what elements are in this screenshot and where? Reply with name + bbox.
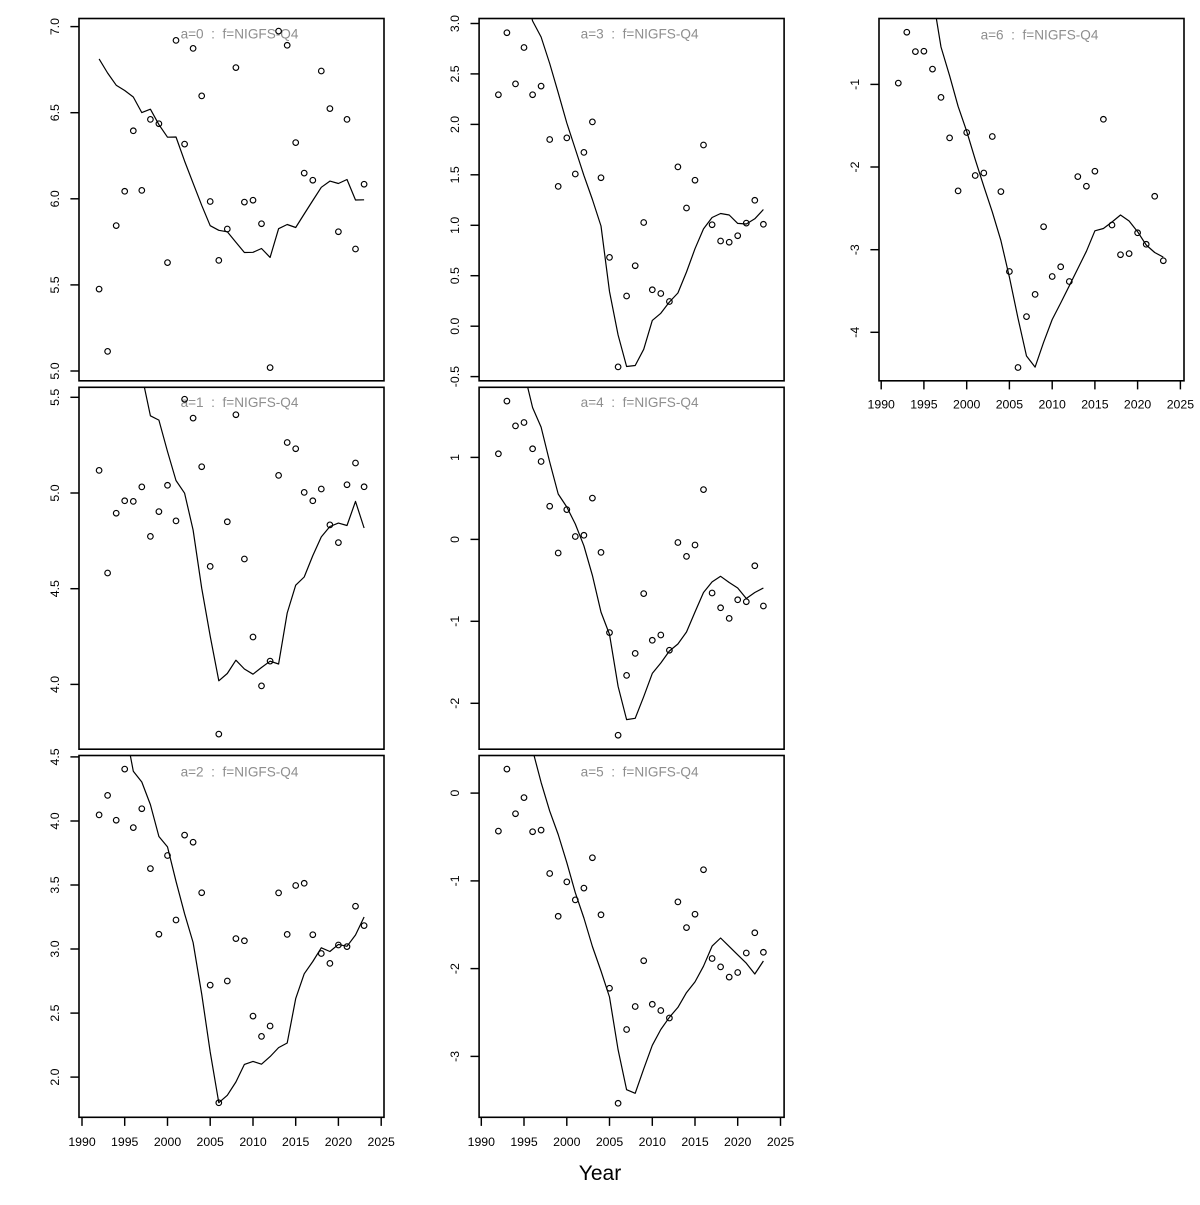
svg-text:1995: 1995 — [510, 1135, 538, 1149]
svg-text:0: 0 — [448, 536, 462, 543]
svg-text:6.5: 6.5 — [48, 104, 62, 121]
svg-text:2010: 2010 — [1039, 398, 1067, 412]
svg-text:-2: -2 — [448, 963, 462, 974]
svg-text:5.0: 5.0 — [48, 484, 62, 501]
svg-text:4.0: 4.0 — [48, 812, 62, 829]
svg-text:2000: 2000 — [953, 398, 981, 412]
svg-text:1995: 1995 — [111, 1135, 139, 1149]
svg-text:2020: 2020 — [1124, 398, 1152, 412]
svg-text:a=3 : f=NIGFS-Q4: a=3 : f=NIGFS-Q4 — [581, 26, 699, 41]
svg-text:2000: 2000 — [154, 1135, 182, 1149]
svg-text:a=2 : f=NIGFS-Q4: a=2 : f=NIGFS-Q4 — [181, 764, 299, 779]
svg-text:3.0: 3.0 — [448, 15, 462, 32]
svg-text:1990: 1990 — [468, 1135, 496, 1149]
svg-text:4.5: 4.5 — [48, 748, 62, 765]
svg-text:-2: -2 — [448, 698, 462, 709]
svg-text:a=5 : f=NIGFS-Q4: a=5 : f=NIGFS-Q4 — [581, 764, 699, 779]
svg-text:2015: 2015 — [1081, 398, 1109, 412]
svg-text:1990: 1990 — [868, 398, 896, 412]
svg-text:4.5: 4.5 — [48, 580, 62, 597]
svg-text:-1: -1 — [448, 616, 462, 627]
svg-text:1990: 1990 — [68, 1135, 96, 1149]
svg-text:7.0: 7.0 — [48, 18, 62, 35]
svg-text:2.0: 2.0 — [448, 116, 462, 133]
svg-text:-4: -4 — [848, 327, 862, 338]
svg-text:0.0: 0.0 — [448, 317, 462, 334]
svg-text:-1: -1 — [448, 875, 462, 886]
svg-text:4.0: 4.0 — [48, 676, 62, 693]
svg-text:5.5: 5.5 — [48, 276, 62, 293]
svg-text:2005: 2005 — [596, 1135, 624, 1149]
svg-text:a=6 : f=NIGFS-Q4: a=6 : f=NIGFS-Q4 — [981, 27, 1099, 42]
svg-text:-3: -3 — [448, 1051, 462, 1062]
svg-text:5.0: 5.0 — [48, 362, 62, 379]
svg-text:2010: 2010 — [239, 1135, 267, 1149]
svg-text:2010: 2010 — [639, 1135, 667, 1149]
svg-text:1.5: 1.5 — [448, 166, 462, 183]
svg-text:2020: 2020 — [325, 1135, 353, 1149]
svg-text:0: 0 — [448, 790, 462, 797]
svg-text:2015: 2015 — [282, 1135, 310, 1149]
svg-text:1: 1 — [448, 454, 462, 461]
svg-text:0.5: 0.5 — [448, 267, 462, 284]
svg-text:a=0 : f=NIGFS-Q4: a=0 : f=NIGFS-Q4 — [181, 26, 299, 41]
svg-text:1.0: 1.0 — [448, 217, 462, 234]
svg-text:2.5: 2.5 — [448, 65, 462, 82]
svg-text:-0.5: -0.5 — [448, 366, 462, 387]
svg-text:2.5: 2.5 — [48, 1004, 62, 1021]
svg-text:3.0: 3.0 — [48, 940, 62, 957]
svg-text:2015: 2015 — [681, 1135, 709, 1149]
svg-text:2000: 2000 — [553, 1135, 581, 1149]
svg-text:-3: -3 — [848, 244, 862, 255]
svg-text:2005: 2005 — [996, 398, 1024, 412]
svg-text:2005: 2005 — [197, 1135, 225, 1149]
svg-text:a=4 : f=NIGFS-Q4: a=4 : f=NIGFS-Q4 — [581, 395, 699, 410]
svg-text:2025: 2025 — [368, 1135, 396, 1149]
svg-text:Year: Year — [579, 1162, 621, 1185]
svg-text:2.0: 2.0 — [48, 1068, 62, 1085]
svg-text:3.5: 3.5 — [48, 876, 62, 893]
svg-text:2020: 2020 — [724, 1135, 752, 1149]
svg-text:6.0: 6.0 — [48, 190, 62, 207]
svg-text:5.5: 5.5 — [48, 389, 62, 406]
svg-text:1995: 1995 — [910, 398, 938, 412]
svg-text:a=1 : f=NIGFS-Q4: a=1 : f=NIGFS-Q4 — [181, 395, 299, 410]
svg-text:-1: -1 — [848, 79, 862, 90]
svg-text:2025: 2025 — [1167, 398, 1195, 412]
svg-text:2025: 2025 — [767, 1135, 795, 1149]
svg-text:-2: -2 — [848, 161, 862, 172]
